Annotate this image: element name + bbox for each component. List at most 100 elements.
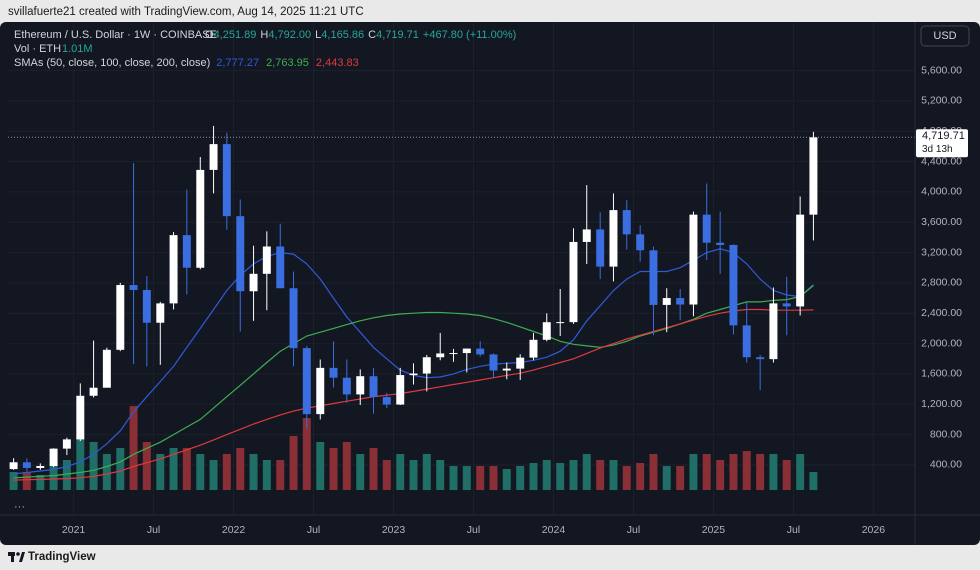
volume-bar (9, 472, 18, 490)
volume-bar (342, 442, 351, 490)
x-tick-label: 2021 (62, 524, 86, 536)
y-tick-label: 1,200.00 (921, 398, 962, 410)
candle-body (516, 357, 525, 369)
candle-body (276, 246, 285, 289)
x-tick-label: Jul (307, 524, 320, 536)
candle-body (289, 288, 298, 349)
sma-legend-values: 2,777.27 2,763.95 2,443.83 (216, 57, 358, 69)
candle-body (342, 377, 351, 395)
ohlc-value: 4,792.00 (268, 29, 311, 41)
candle-body (329, 367, 338, 378)
price-pane (8, 125, 915, 481)
candle-body (729, 244, 738, 326)
volume-bar (89, 442, 98, 490)
volume-bar (276, 460, 285, 490)
candle-body (529, 339, 538, 358)
chart-frame (0, 22, 980, 545)
volume-bar (262, 460, 271, 490)
ohlc-key: L (315, 29, 321, 41)
candle-body (169, 235, 178, 304)
volume-bar (782, 460, 791, 490)
volume-bar (662, 466, 671, 490)
volume-bar (196, 454, 205, 490)
y-tick-label: 5,200.00 (921, 95, 962, 107)
currency-button[interactable] (920, 25, 970, 47)
candle-body (542, 322, 551, 340)
candle-body (409, 373, 418, 376)
sma-legend-value: 2,763.95 (266, 57, 309, 69)
volume-bar (556, 463, 565, 490)
volume-bar (449, 466, 458, 490)
candle-body (569, 241, 578, 323)
candle-body (9, 462, 18, 470)
candle-body (449, 353, 458, 355)
x-tick-label: 2024 (542, 524, 566, 536)
x-tick-label: Jul (467, 524, 480, 536)
volume-legend-value: 1.01M (62, 43, 93, 55)
x-tick-label: 2025 (702, 524, 726, 536)
volume-bar (529, 463, 538, 490)
volume-bar (316, 442, 325, 490)
candle-body (316, 367, 325, 415)
volume-bar (22, 472, 31, 490)
candle-body (476, 348, 485, 355)
candle-body (596, 229, 605, 267)
y-tick-label: 5,600.00 (921, 64, 962, 76)
volume-bar (169, 448, 178, 490)
volume-bar (76, 436, 85, 490)
volume-bar (302, 418, 311, 490)
candle-body (636, 234, 645, 251)
candle-body (36, 466, 45, 468)
candle-body (142, 289, 151, 323)
volume-bar (636, 463, 645, 490)
volume-bar (689, 454, 698, 490)
brand-logo (8, 552, 25, 562)
candle-body (462, 348, 471, 354)
sma-line (13, 308, 814, 481)
candle-body (676, 298, 685, 305)
candle-body (76, 395, 85, 440)
candle-body (236, 216, 245, 292)
candle-body (689, 214, 698, 305)
volume-bar (102, 454, 111, 490)
candle-body (116, 285, 125, 350)
candle-body (809, 137, 818, 215)
y-tick-label: 800.00 (930, 428, 962, 440)
volume-bar (582, 454, 591, 490)
axes: 400.00 800.00 1,200.00 1,600.00 2,000.00 2,40… (62, 64, 968, 536)
candle-body (782, 303, 791, 307)
volume-bar (49, 466, 58, 490)
y-tick-label: 4,400.00 (921, 155, 962, 167)
volume-bar (796, 454, 805, 490)
volume-bar (742, 451, 751, 490)
candle-body (356, 376, 365, 395)
candle-body (649, 250, 658, 305)
volume-bar (542, 460, 551, 490)
volume-bar (236, 448, 245, 490)
y-tick-label: 2,000.00 (921, 337, 962, 349)
volume-bar (209, 460, 218, 490)
volume-bar (369, 448, 378, 490)
candle-body (62, 439, 71, 449)
more-button[interactable]: ··· (14, 501, 25, 513)
candle-body (222, 144, 231, 217)
volume-legend-label: Vol · ETH (14, 43, 61, 55)
ohlc-key: C (368, 29, 376, 41)
candle-body (396, 375, 405, 405)
x-tick-label: Jul (627, 524, 640, 536)
candle-body (102, 349, 111, 388)
y-tick-label: 1,600.00 (921, 368, 962, 380)
volume-bar (462, 466, 471, 490)
grid (8, 22, 915, 515)
ohlc-value: 4,165.86 (321, 29, 364, 41)
candle-body (209, 144, 218, 170)
volume-bar (676, 466, 685, 490)
volume-bar (569, 460, 578, 490)
volume-bar (142, 442, 151, 490)
candle-body (769, 303, 778, 360)
candle-body (609, 210, 618, 267)
volume-bar (289, 436, 298, 490)
currency[interactable]: USD (933, 30, 956, 42)
